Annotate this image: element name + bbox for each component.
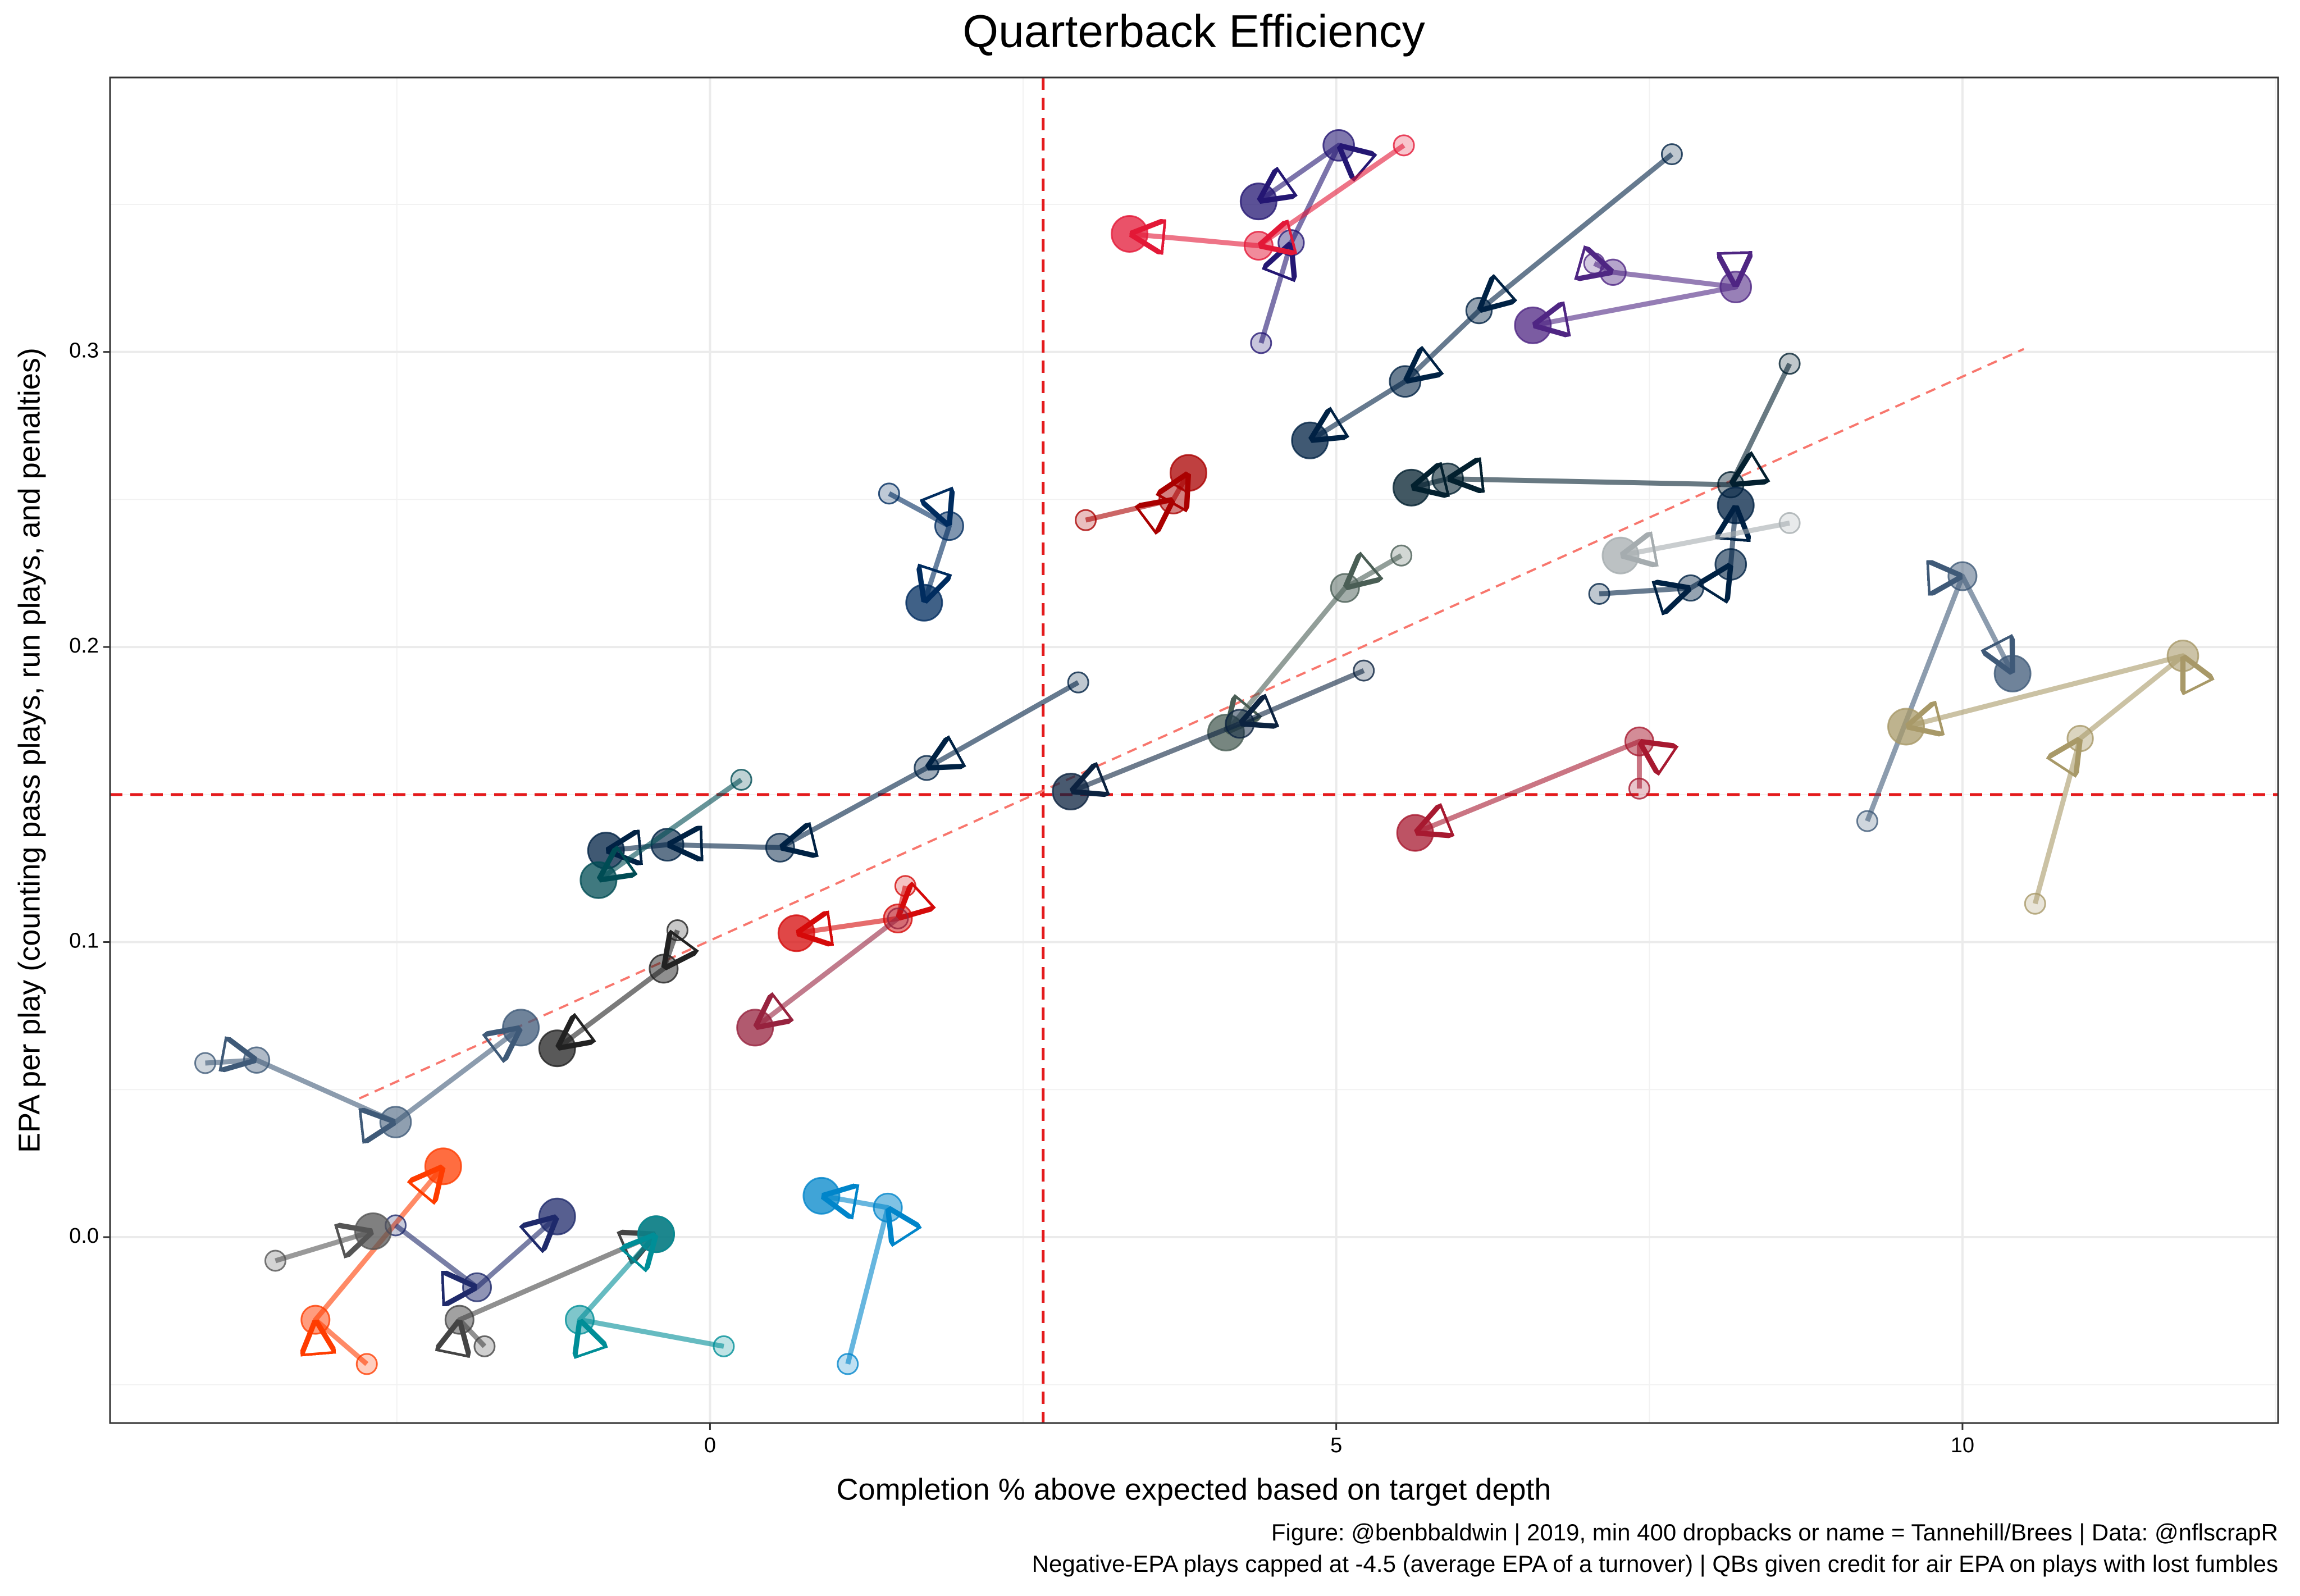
point	[424, 1147, 462, 1185]
point	[1390, 544, 1413, 567]
point	[894, 875, 916, 897]
point	[1169, 454, 1207, 492]
point	[354, 1212, 392, 1250]
point	[905, 583, 943, 622]
point	[300, 1305, 331, 1335]
trajectory	[1906, 656, 2183, 905]
trajectory	[1258, 145, 1339, 344]
point	[1330, 573, 1360, 603]
point	[887, 908, 909, 929]
trajectory	[1310, 152, 1674, 441]
point	[1778, 512, 1801, 534]
point	[1601, 536, 1640, 574]
point	[1277, 229, 1305, 257]
point	[1239, 183, 1277, 221]
point	[1225, 709, 1255, 739]
point	[538, 1029, 576, 1068]
point	[355, 1353, 378, 1375]
point	[243, 1046, 271, 1074]
point	[878, 482, 900, 505]
point	[1465, 297, 1493, 325]
point	[837, 1353, 859, 1375]
point	[777, 914, 815, 952]
point	[579, 861, 618, 899]
point	[1396, 814, 1434, 852]
point	[379, 1106, 412, 1138]
point	[1243, 231, 1274, 261]
x-tick-label: 5	[1330, 1434, 1342, 1457]
trajectory	[755, 916, 900, 1028]
point	[1158, 484, 1189, 514]
point	[1628, 777, 1650, 800]
point	[1353, 659, 1375, 682]
y-tick-label: 0.1	[69, 929, 99, 953]
point	[765, 832, 795, 863]
y-tick-label: 0.2	[69, 634, 99, 658]
point	[473, 1335, 496, 1357]
point	[713, 1335, 735, 1357]
trajectory	[599, 777, 743, 881]
point	[1660, 143, 1683, 166]
trajectory	[205, 1028, 521, 1122]
point	[934, 511, 964, 541]
point	[2066, 724, 2094, 753]
y-tick-label: 0.3	[69, 339, 99, 363]
point	[1052, 773, 1090, 811]
point	[1393, 134, 1415, 157]
point	[666, 919, 688, 942]
point	[914, 755, 940, 781]
point	[1389, 365, 1422, 398]
x-tick-label: 0	[704, 1434, 716, 1457]
point	[194, 1052, 217, 1074]
y-tick-label: 0.0	[69, 1224, 99, 1248]
point	[502, 1009, 540, 1047]
point	[1250, 332, 1272, 354]
chart-title: Quarterback Efficiency	[962, 6, 1425, 57]
point	[462, 1272, 492, 1302]
point	[1067, 671, 1089, 694]
x-tick-label: 10	[1951, 1434, 1974, 1457]
point	[1431, 462, 1464, 495]
point	[1856, 810, 1878, 832]
point	[1322, 129, 1355, 162]
point	[1717, 486, 1755, 525]
caption: Negative-EPA plays capped at -4.5 (avera…	[1032, 1551, 2278, 1577]
point	[1291, 421, 1329, 459]
point	[1993, 654, 2032, 692]
point	[444, 1305, 474, 1335]
point	[1075, 509, 1097, 531]
point	[873, 1192, 903, 1223]
point	[1599, 258, 1627, 286]
point	[1719, 271, 1753, 303]
point	[2024, 892, 2046, 915]
y-axis-label: EPA per play (counting pass plays, run p…	[12, 348, 46, 1153]
point	[637, 1215, 675, 1253]
point	[736, 1009, 774, 1047]
point	[1947, 561, 1978, 591]
point	[1677, 574, 1705, 602]
point	[564, 1305, 595, 1335]
point	[649, 954, 679, 984]
caption: Figure: @benbbaldwin | 2019, min 400 dro…	[1271, 1519, 2278, 1545]
point	[802, 1177, 841, 1215]
point	[1392, 468, 1430, 507]
point	[1514, 306, 1552, 344]
point	[1778, 353, 1801, 375]
trajectory	[1621, 520, 1790, 555]
point	[730, 769, 752, 791]
point	[1624, 726, 1654, 756]
point	[1111, 215, 1149, 253]
point	[1714, 548, 1747, 581]
point	[264, 1250, 286, 1272]
x-axis-label: Completion % above expected based on tar…	[837, 1472, 1551, 1506]
plot-border	[109, 76, 2279, 1424]
point	[538, 1197, 576, 1235]
point	[1588, 583, 1610, 605]
point	[1887, 708, 1925, 746]
point	[2166, 640, 2199, 672]
